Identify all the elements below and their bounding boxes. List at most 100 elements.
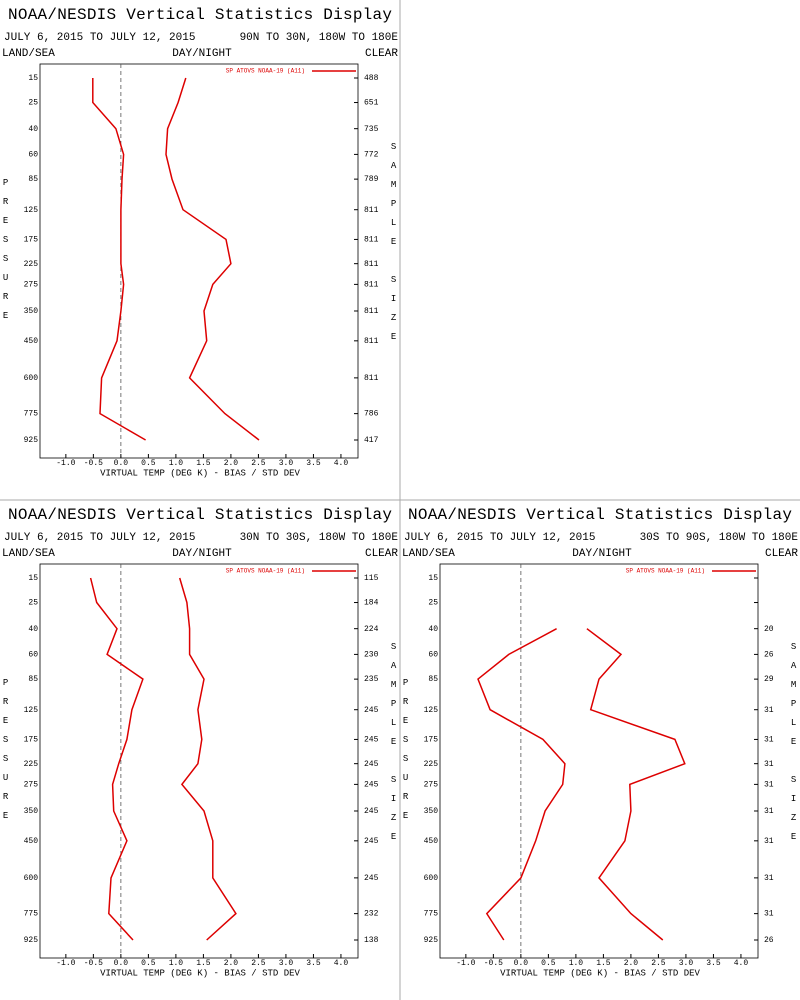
sample-size-label: 31 (764, 760, 774, 769)
x-tick-label: 3.0 (279, 959, 294, 968)
y2-axis-label: SAMPLE SIZE (389, 142, 399, 351)
sample-size-label: 31 (764, 706, 774, 715)
x-tick-label: 1.0 (569, 959, 584, 968)
x-tick-label: 3.0 (679, 959, 694, 968)
x-tick-label: 2.0 (224, 959, 239, 968)
x-tick-label: 1.5 (196, 959, 211, 968)
sample-size-label: 245 (364, 874, 379, 883)
sample-size-label: 245 (364, 807, 379, 816)
sample-size-label: 811 (364, 337, 379, 346)
subtitle: JULY 6, 2015 TO JULY 12, 2015 (404, 532, 595, 544)
sample-size-label: 115 (364, 574, 379, 583)
y-tick-label: 175 (24, 736, 39, 745)
sample-size-label: 235 (364, 675, 379, 684)
y-tick-label: 15 (28, 574, 38, 583)
y-axis-label: PRESSURE (1, 678, 11, 830)
y-tick-label: 225 (24, 260, 39, 269)
y-tick-label: 275 (424, 780, 439, 789)
y-tick-label: 15 (428, 574, 438, 583)
land-sea-label: LAND/SEA (2, 548, 55, 560)
x-tick-label: -0.5 (484, 959, 503, 968)
sample-size-label: 811 (364, 374, 379, 383)
sample-size-label: 230 (364, 651, 379, 660)
x-axis-label: VIRTUAL TEMP (DEG K) - BIAS / STD DEV (100, 468, 300, 478)
y-tick-label: 60 (28, 151, 38, 160)
x-tick-label: 0.5 (141, 459, 156, 468)
sample-size-label: 735 (364, 125, 379, 134)
day-night-label: DAY/NIGHT (172, 48, 232, 60)
land-sea-label: LAND/SEA (2, 48, 55, 60)
title: NOAA/NESDIS Vertical Statistics Display (8, 6, 392, 24)
legend-label: SP ATOVS NOAA-19 (A11) (226, 68, 305, 75)
legend-label: SP ATOVS NOAA-19 (A11) (226, 568, 305, 575)
y-tick-label: 125 (24, 206, 39, 215)
y-tick-label: 775 (24, 910, 39, 919)
sample-size-label: 811 (364, 260, 379, 269)
land-sea-label: LAND/SEA (402, 548, 455, 560)
y-tick-label: 275 (24, 280, 39, 289)
clear-label: CLEAR (365, 548, 398, 560)
bias-line (89, 577, 144, 941)
bias-line (92, 78, 146, 441)
sample-size-label: 245 (364, 760, 379, 769)
x-tick-label: 1.0 (169, 459, 184, 468)
sample-size-label: 811 (364, 280, 379, 289)
sample-size-label: 811 (364, 236, 379, 245)
x-tick-label: 3.5 (306, 459, 321, 468)
sample-size-label: 786 (364, 410, 379, 419)
y-tick-label: 225 (424, 760, 439, 769)
sample-size-label: 488 (364, 74, 379, 83)
y-tick-label: 125 (24, 706, 39, 715)
x-tick-label: 2.0 (624, 959, 639, 968)
y-axis-label: PRESSURE (401, 678, 411, 830)
x-tick-label: 4.0 (334, 459, 349, 468)
y2-axis-label: SAMPLE SIZE (789, 642, 799, 851)
clear-label: CLEAR (365, 48, 398, 60)
y-tick-label: 85 (28, 175, 38, 184)
x-tick-label: -0.5 (84, 959, 103, 968)
x-tick-label: 4.0 (734, 959, 749, 968)
y-tick-label: 600 (424, 874, 439, 883)
sample-size-label: 811 (364, 206, 379, 215)
plot-frame (39, 63, 359, 459)
sample-size-label: 232 (364, 910, 379, 919)
y-tick-label: 350 (24, 807, 39, 816)
clear-label: CLEAR (765, 548, 798, 560)
y-tick-label: 125 (424, 706, 439, 715)
sample-size-label: 31 (764, 837, 774, 846)
std-dev-line (178, 577, 237, 941)
sample-size-label: 184 (364, 599, 379, 608)
sample-size-label: 811 (364, 307, 379, 316)
y-tick-label: 15 (28, 74, 38, 83)
y2-axis-label: SAMPLE SIZE (389, 642, 399, 851)
std-dev-line (586, 628, 686, 941)
y-tick-label: 225 (24, 760, 39, 769)
y-tick-label: 925 (424, 936, 439, 945)
sample-size-label: 29 (764, 675, 774, 684)
plot-frame (39, 563, 359, 959)
sample-size-label: 31 (764, 736, 774, 745)
x-tick-label: 1.5 (596, 959, 611, 968)
sample-size-label: 651 (364, 99, 379, 108)
y-tick-label: 600 (24, 874, 39, 883)
x-tick-label: 1.5 (196, 459, 211, 468)
x-tick-label: 1.0 (169, 959, 184, 968)
y-tick-label: 925 (24, 936, 39, 945)
sample-size-label: 138 (364, 936, 379, 945)
y-tick-label: 450 (424, 837, 439, 846)
title: NOAA/NESDIS Vertical Statistics Display (408, 506, 792, 524)
x-tick-label: -1.0 (456, 959, 475, 968)
x-axis-label: VIRTUAL TEMP (DEG K) - BIAS / STD DEV (100, 968, 300, 978)
y-tick-label: 25 (428, 599, 438, 608)
sample-size-label: 26 (764, 936, 774, 945)
x-tick-label: -1.0 (56, 959, 75, 968)
x-tick-label: 3.5 (306, 959, 321, 968)
x-tick-label: 0.5 (541, 959, 556, 968)
x-tick-label: 3.5 (706, 959, 721, 968)
plot-frame (439, 563, 759, 959)
region: 90N TO 30N, 180W TO 180E (240, 32, 399, 44)
sample-size-label: 245 (364, 837, 379, 846)
x-tick-label: 0.0 (514, 959, 529, 968)
y-tick-label: 25 (28, 99, 38, 108)
x-tick-label: 3.0 (279, 459, 294, 468)
